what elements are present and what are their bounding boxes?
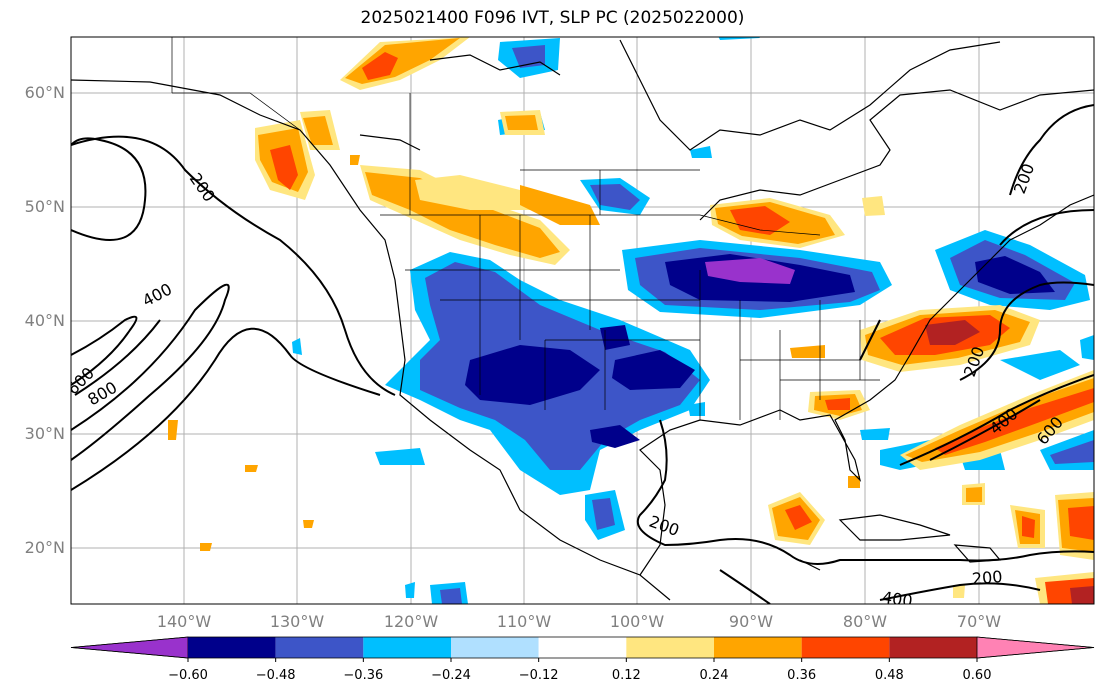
map-title: 2025021400 F096 IVT, SLP PC (2025022000) [360, 8, 745, 28]
colorbar-tick-label: −0.24 [431, 668, 471, 683]
colorbar-tick-label: 0.24 [699, 668, 729, 683]
lon-label: 90°W [728, 612, 774, 631]
lon-label: 130°W [269, 612, 325, 631]
lon-label: 70°W [956, 612, 1002, 631]
colorbar-tick-label: −0.36 [343, 668, 384, 683]
colorbar-tick-label: 0.60 [962, 668, 992, 683]
state-borders [171, 37, 880, 420]
lon-label: 100°W [609, 612, 665, 631]
colorbar-tick-label: 0.48 [874, 668, 904, 683]
colorbar-tick-label: −0.12 [518, 668, 559, 683]
colorbar-tick-label: 0.36 [787, 668, 817, 683]
contour-label: 400 [881, 588, 914, 611]
lon-label: 120°W [383, 612, 439, 631]
lat-label: 50°N [24, 197, 65, 216]
colorbar-cell [626, 637, 714, 658]
ivt-negative-regions [292, 37, 1094, 604]
colorbar-tick-label: −0.48 [255, 668, 296, 683]
lat-label: 60°N [24, 83, 65, 102]
slp-contours [71, 104, 1094, 604]
lat-label: 40°N [24, 311, 65, 330]
colorbar-cell [451, 637, 539, 658]
colorbar-cell [275, 637, 364, 658]
colorbar-tick-label: 0.12 [611, 668, 641, 683]
plot-frame [70, 36, 1095, 605]
colorbar-cell [538, 637, 627, 658]
colorbar-tick-label: −0.60 [168, 668, 208, 683]
colorbar-cell [889, 637, 977, 658]
contour-label: 200 [971, 567, 1003, 589]
lat-label: 30°N [24, 424, 65, 443]
colorbar-cell [70, 636, 189, 659]
lon-label: 80°W [842, 612, 888, 631]
colorbar-cell [714, 637, 802, 658]
lat-label: 20°N [24, 538, 65, 557]
lon-label: 110°W [496, 612, 552, 631]
colorbar-cell [363, 637, 451, 658]
colorbar-cell [976, 636, 1095, 659]
colorbar-cell [801, 637, 890, 658]
colorbar-cell [188, 637, 276, 658]
lon-label: 140°W [156, 612, 212, 631]
coastlines [71, 39, 1094, 601]
